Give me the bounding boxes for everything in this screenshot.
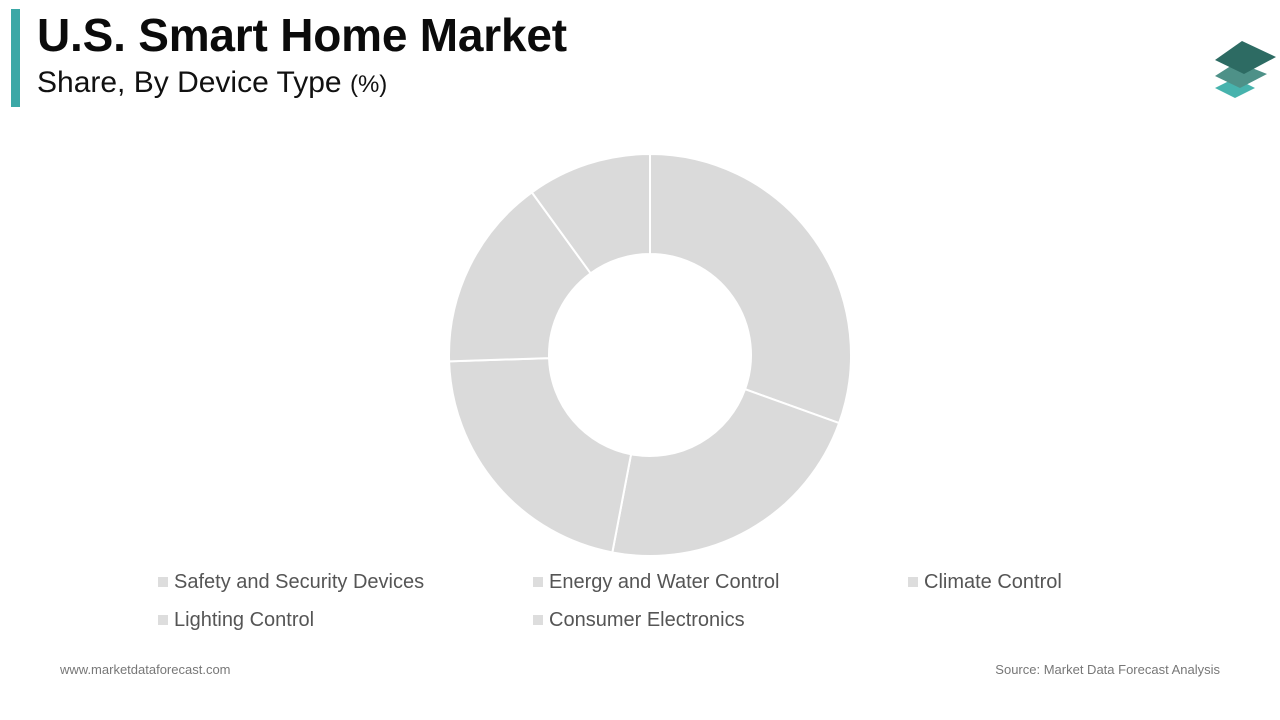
legend-swatch	[908, 577, 918, 587]
footer-source: Source: Market Data Forecast Analysis	[995, 662, 1220, 677]
legend-swatch	[158, 615, 168, 625]
legend-label: Lighting Control	[174, 608, 315, 631]
legend-item-lighting-control: Lighting Control	[158, 608, 314, 632]
page-subtitle: Share, By Device Type (%)	[37, 64, 387, 104]
legend-label: Climate Control	[924, 570, 1062, 593]
slice-energy-and-water-control	[611, 387, 841, 557]
slice-safety-and-security-devices	[649, 152, 852, 425]
legend-item-climate-control: Climate Control	[908, 570, 1062, 594]
stacked-layers-icon	[1215, 41, 1276, 98]
legend-swatch	[158, 577, 168, 587]
slice-lighting-control	[448, 190, 593, 363]
subtitle-text: Share, By Device Type	[37, 66, 342, 99]
logo-layer-middle	[1215, 62, 1267, 88]
legend-label: Consumer Electronics	[549, 608, 745, 631]
legend-swatch	[533, 577, 543, 587]
legend-item-energy-and-water-control: Energy and Water Control	[533, 570, 779, 594]
slice-consumer-electronics	[530, 152, 651, 275]
legend-label: Safety and Security Devices	[174, 570, 425, 593]
page-title: U.S. Smart Home Market	[37, 9, 567, 61]
legend-swatch	[533, 615, 543, 625]
legend-item-safety-and-security-devices: Safety and Security Devices	[158, 570, 424, 594]
slice-climate-control	[448, 357, 633, 554]
title-accent-bar	[11, 9, 20, 107]
logo-layer-top	[1215, 41, 1276, 74]
subtitle-unit: (%)	[349, 71, 388, 98]
legend-label: Energy and Water Control	[549, 570, 780, 593]
footer-website: www.marketdataforecast.com	[60, 662, 231, 677]
legend-item-consumer-electronics: Consumer Electronics	[533, 608, 745, 632]
